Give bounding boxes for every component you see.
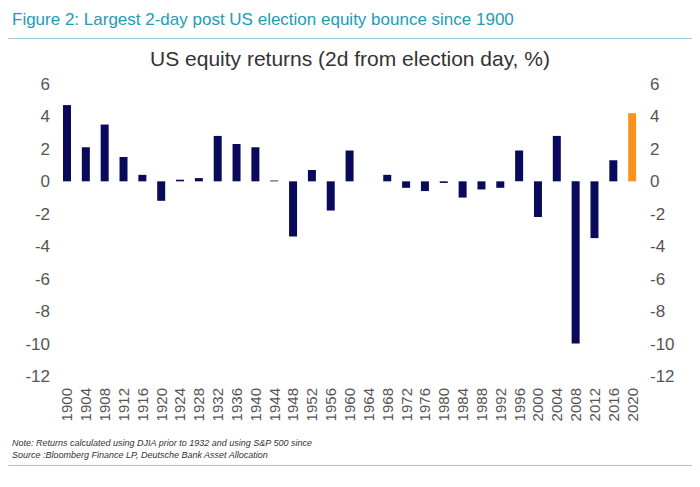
svg-text:1940: 1940: [247, 388, 264, 421]
svg-text:1944: 1944: [266, 388, 283, 421]
svg-text:2016: 2016: [605, 388, 622, 421]
svg-text:2: 2: [650, 140, 659, 159]
svg-text:2004: 2004: [548, 388, 565, 421]
svg-text:1992: 1992: [492, 388, 509, 421]
svg-text:1936: 1936: [228, 388, 245, 421]
svg-text:1976: 1976: [416, 388, 433, 421]
svg-text:1956: 1956: [322, 388, 339, 421]
svg-text:1928: 1928: [190, 388, 207, 421]
svg-text:1964: 1964: [360, 388, 377, 421]
svg-text:1908: 1908: [96, 388, 113, 421]
svg-text:-10: -10: [25, 335, 50, 354]
svg-text:1900: 1900: [58, 388, 75, 421]
svg-text:-4: -4: [650, 237, 665, 256]
svg-text:1912: 1912: [115, 388, 132, 421]
svg-text:1932: 1932: [209, 388, 226, 421]
svg-text:-6: -6: [35, 270, 50, 289]
svg-text:0: 0: [41, 172, 50, 191]
svg-text:1924: 1924: [171, 388, 188, 421]
svg-text:-4: -4: [35, 237, 50, 256]
svg-text:4: 4: [650, 107, 659, 126]
svg-text:2020: 2020: [624, 388, 641, 421]
svg-text:1988: 1988: [473, 388, 490, 421]
svg-text:6: 6: [41, 75, 50, 94]
html-text:Source :Bloomberg Finance LP,: Source :Bloomberg Finance LP, Deutsche B…: [12, 450, 268, 460]
svg-text:1980: 1980: [435, 388, 452, 421]
svg-text:2000: 2000: [529, 388, 546, 421]
svg-text:-12: -12: [25, 367, 50, 386]
svg-text:1916: 1916: [134, 388, 151, 421]
svg-text:6: 6: [650, 75, 659, 94]
svg-text:0: 0: [650, 172, 659, 191]
svg-text:4: 4: [41, 107, 50, 126]
svg-text:-10: -10: [650, 335, 675, 354]
svg-text:-8: -8: [650, 302, 665, 321]
svg-text:1960: 1960: [341, 388, 358, 421]
svg-text:1904: 1904: [77, 388, 94, 421]
svg-text:1968: 1968: [379, 388, 396, 421]
svg-text:-6: -6: [650, 270, 665, 289]
svg-text:2012: 2012: [586, 388, 603, 421]
svg-text:2: 2: [41, 140, 50, 159]
html-text:US equity returns (2d from ele: US equity returns (2d from election day,…: [150, 47, 550, 70]
html-text:Note: Returns calculated using: Note: Returns calculated using DJIA prio…: [12, 438, 312, 448]
svg-text:-2: -2: [35, 205, 50, 224]
svg-text:1948: 1948: [284, 388, 301, 421]
svg-text:-8: -8: [35, 302, 50, 321]
svg-text:2008: 2008: [567, 388, 584, 421]
svg-text:1920: 1920: [153, 388, 170, 421]
svg-text:1952: 1952: [303, 388, 320, 421]
svg-text:-12: -12: [650, 367, 675, 386]
svg-text:1996: 1996: [511, 388, 528, 421]
svg-text:1972: 1972: [398, 388, 415, 421]
svg-text:1984: 1984: [454, 388, 471, 421]
html-text:Figure 2: Largest 2-day post U: Figure 2: Largest 2-day post US election…: [12, 10, 514, 29]
svg-text:-2: -2: [650, 205, 665, 224]
